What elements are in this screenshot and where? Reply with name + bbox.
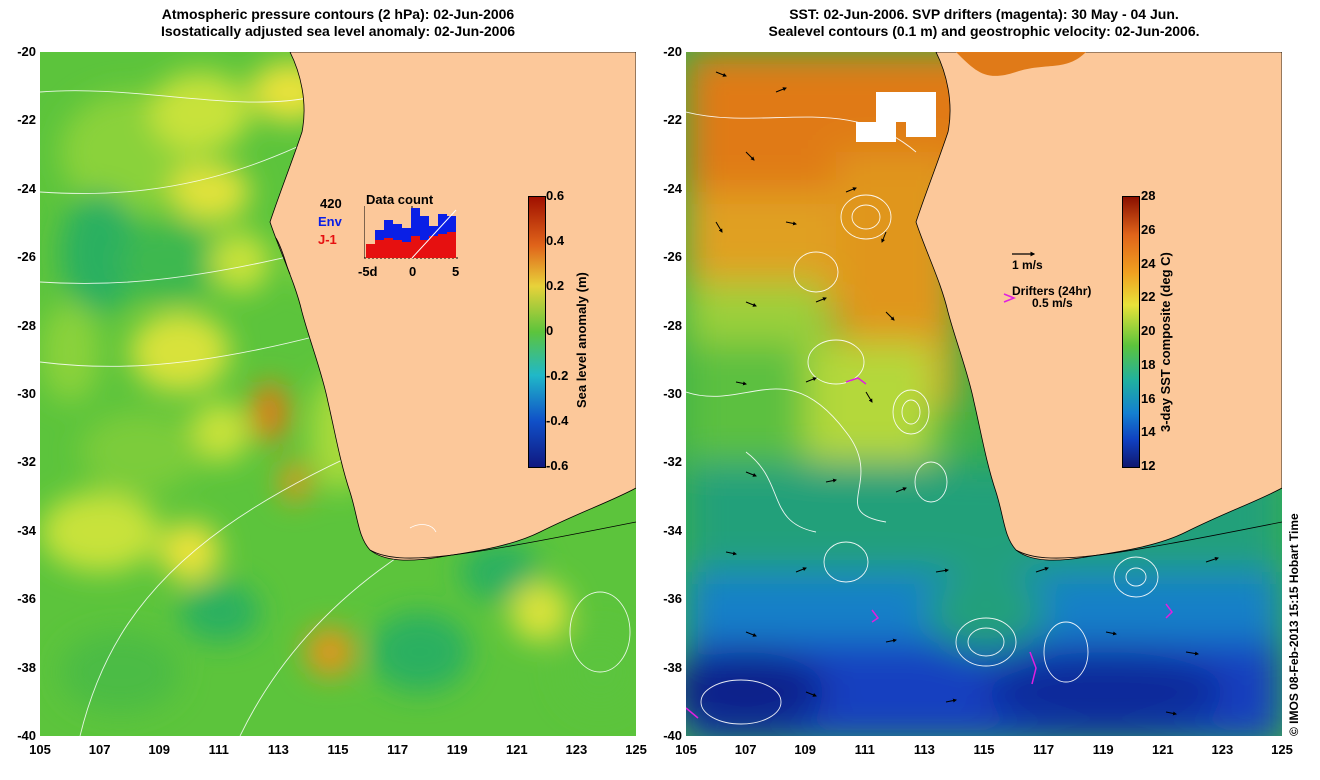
- lon-tick-left-9: 123: [565, 742, 588, 757]
- lon-tick-left-6: 117: [387, 742, 409, 757]
- lat-tick-right-1: -22: [663, 112, 682, 128]
- sla-cbar-tick-3: 0: [546, 323, 554, 338]
- sea-level-anomaly-map: [40, 52, 636, 736]
- sst-cbar-tick-0: 28: [1141, 188, 1156, 203]
- lon-tick-left-5: 115: [327, 742, 349, 757]
- lon-tick-right-6: 117: [1033, 742, 1055, 757]
- lon-tick-right-5: 115: [973, 742, 995, 757]
- lat-tick-right-3: -26: [663, 249, 682, 265]
- left-title-line1: Atmospheric pressure contours (2 hPa): 0…: [161, 6, 515, 22]
- sla-cbar-tick-1: 0.4: [546, 233, 565, 248]
- inset-title: Data count: [366, 192, 434, 207]
- lat-tick-left-9: -38: [17, 659, 36, 675]
- lon-tick-left-1: 107: [88, 742, 111, 757]
- lat-tick-right-5: -30: [663, 386, 682, 401]
- inset-count: 420: [320, 196, 342, 211]
- lon-tick-left-8: 121: [505, 742, 528, 757]
- sla-cbar-tick-6: -0.6: [546, 458, 569, 473]
- sla-cbar-tick-5: -0.4: [546, 413, 569, 428]
- lat-tick-left-0: -20: [17, 44, 36, 59]
- sst-colorbar-label: 3-day SST composite (deg C): [1158, 252, 1173, 432]
- legend-j1: J-1: [318, 232, 337, 247]
- right-map-title: SST: 02-Jun-2006. SVP drifters (magenta)…: [686, 6, 1282, 40]
- lon-tick-left-3: 111: [208, 742, 229, 757]
- sla-cbar-tick-2: 0.2: [546, 278, 565, 293]
- lat-tick-right-0: -20: [663, 44, 682, 59]
- sla-cbar-tick-4: -0.2: [546, 368, 569, 383]
- sst-colorbar: [1122, 196, 1140, 468]
- lat-tick-left-4: -28: [17, 317, 36, 333]
- lat-tick-right-6: -32: [663, 454, 682, 470]
- sst-cbar-tick-5: 18: [1141, 356, 1156, 372]
- inset-xtick-5: 5: [452, 264, 460, 279]
- lat-tick-left-6: -32: [17, 454, 36, 470]
- lat-tick-right-4: -28: [663, 317, 682, 333]
- sst-cbar-tick-3: 22: [1141, 289, 1156, 305]
- lat-tick-right-8: -36: [663, 591, 682, 607]
- sst-cbar-tick-2: 24: [1141, 255, 1156, 271]
- sst-map: 1 m/s Drifters (24hr) 0.5 m/s: [686, 52, 1282, 736]
- left-title-line2: Isostatically adjusted sea level anomaly…: [160, 23, 516, 39]
- lon-tick-right-1: 107: [734, 742, 757, 757]
- drifters-label: Drifters (24hr): [1012, 284, 1092, 298]
- lon-tick-right-10: 125: [1271, 742, 1293, 757]
- lon-tick-left-2: 109: [148, 742, 171, 757]
- lon-tick-left-0: 105: [29, 742, 51, 757]
- lat-tick-left-1: -22: [17, 112, 36, 128]
- copyright-footer: © IMOS 08-Feb-2013 15:15 Hobart Time: [1287, 513, 1301, 736]
- lon-tick-right-3: 111: [854, 742, 875, 757]
- sst-cbar-tick-6: 16: [1141, 390, 1156, 406]
- sst-cbar-tick-7: 14: [1141, 424, 1156, 440]
- lon-tick-left-7: 119: [446, 742, 468, 757]
- sla-cbar-tick-0: 0.6: [546, 188, 565, 203]
- inset-xtick-0: 0: [409, 264, 417, 279]
- right-title-line2: Sealevel contours (0.1 m) and geostrophi…: [768, 23, 1200, 39]
- lat-tick-right-10: -40: [663, 728, 682, 743]
- lon-tick-left-10: 125: [625, 742, 647, 757]
- lat-tick-left-2: -24: [17, 180, 36, 196]
- lat-tick-left-8: -36: [17, 591, 36, 607]
- lon-tick-right-9: 123: [1211, 742, 1234, 757]
- sea-level-colorbar-label: Sea level anomaly (m): [574, 272, 589, 408]
- left-map-title: Atmospheric pressure contours (2 hPa): 0…: [40, 6, 636, 40]
- lat-tick-right-9: -38: [663, 659, 682, 675]
- lat-tick-left-10: -40: [17, 728, 36, 743]
- lon-tick-right-0: 105: [675, 742, 697, 757]
- velocity-scale-label: 1 m/s: [1012, 258, 1043, 272]
- lat-tick-left-5: -30: [17, 386, 36, 401]
- lon-tick-right-2: 109: [794, 742, 817, 757]
- sst-cbar-tick-4: 20: [1141, 323, 1156, 338]
- lat-tick-left-3: -26: [17, 249, 36, 265]
- drifter-scale-arrow: [1003, 293, 1017, 303]
- inset-xtick-minus5: -5d: [358, 264, 378, 279]
- lat-tick-right-7: -34: [663, 522, 682, 538]
- lon-tick-right-8: 121: [1151, 742, 1174, 757]
- data-count-histogram: [364, 206, 458, 259]
- lon-tick-right-7: 119: [1092, 742, 1114, 757]
- lat-tick-left-7: -34: [17, 522, 36, 538]
- sea-level-colorbar: [528, 196, 546, 468]
- legend-env: Env: [318, 214, 342, 229]
- sst-field: [686, 52, 1282, 736]
- sst-cbar-tick-8: 12: [1141, 458, 1156, 473]
- right-title-line1: SST: 02-Jun-2006. SVP drifters (magenta)…: [789, 6, 1179, 22]
- lon-tick-left-4: 113: [267, 742, 289, 757]
- lat-tick-right-2: -24: [663, 180, 682, 196]
- sea-level-anomaly-field: [40, 52, 636, 736]
- drifters-scale-label: 0.5 m/s: [1032, 296, 1073, 310]
- sst-cbar-tick-1: 26: [1141, 221, 1156, 237]
- lon-tick-right-4: 113: [913, 742, 935, 757]
